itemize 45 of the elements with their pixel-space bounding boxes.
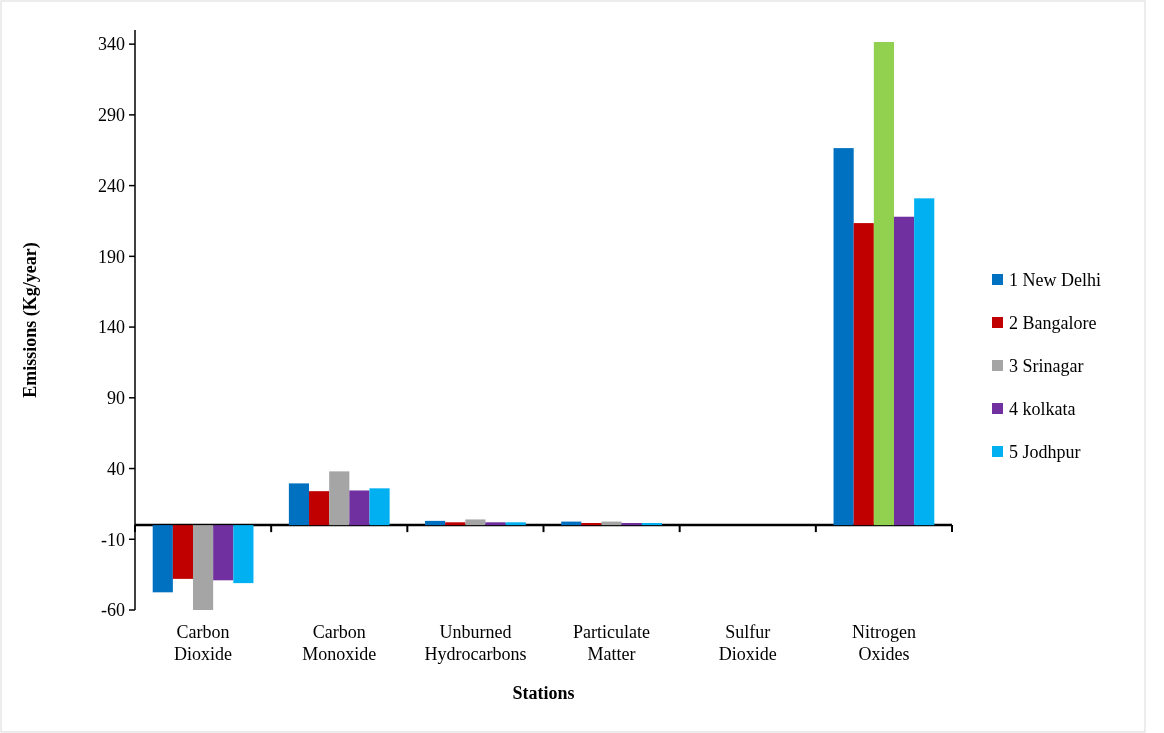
bar (172, 525, 194, 579)
bar (641, 523, 662, 526)
legend-label: 1 New Delhi (1009, 270, 1101, 291)
bar (914, 198, 935, 526)
x-tick-label: Carbon Monoxide (302, 622, 377, 664)
y-tick-label: -60 (101, 600, 125, 621)
x-tick-label: Carbon Dioxide (174, 622, 233, 664)
y-tick-label: 140 (98, 317, 125, 338)
bar (465, 519, 486, 526)
bar (505, 522, 526, 526)
legend-label: 3 Srinagar (1009, 356, 1084, 377)
bar (193, 525, 214, 610)
bar (152, 525, 173, 593)
y-tick-label: 90 (107, 388, 125, 409)
y-tick-label: 40 (107, 458, 125, 479)
legend-label: 4 kolkata (1009, 399, 1076, 420)
x-tick-label: Unburned Hydrocarbons (424, 622, 527, 664)
x-axis-title: Stations (512, 683, 575, 703)
y-tick-label: -10 (101, 529, 125, 550)
legend-label: 2 Bangalore (1009, 313, 1097, 334)
bar (581, 523, 602, 526)
bar (873, 42, 894, 526)
bar (853, 223, 874, 526)
bar (445, 522, 466, 526)
bar (349, 490, 370, 526)
bar (833, 148, 854, 526)
bar (425, 520, 446, 526)
y-tick-label: 190 (98, 246, 125, 267)
y-tick-label: 340 (98, 34, 125, 55)
x-tick-label: Sulfur Dioxide (718, 622, 777, 664)
bar (309, 491, 330, 526)
bar (329, 471, 350, 526)
bar (288, 483, 310, 526)
y-tick-label: 290 (98, 105, 125, 126)
bar (485, 522, 506, 526)
y-axis-title: Emissions (Kg/year) (20, 242, 41, 398)
x-tick-label: Nitrogen Oxides (851, 622, 916, 664)
bar (213, 525, 234, 581)
bar (369, 488, 390, 526)
bar (893, 216, 915, 526)
x-tick-label: Particulate Matter (573, 622, 651, 664)
bar (233, 525, 254, 584)
y-tick-label: 240 (98, 175, 125, 196)
legend-label: 5 Jodhpur (1009, 442, 1081, 463)
bar (621, 523, 642, 526)
